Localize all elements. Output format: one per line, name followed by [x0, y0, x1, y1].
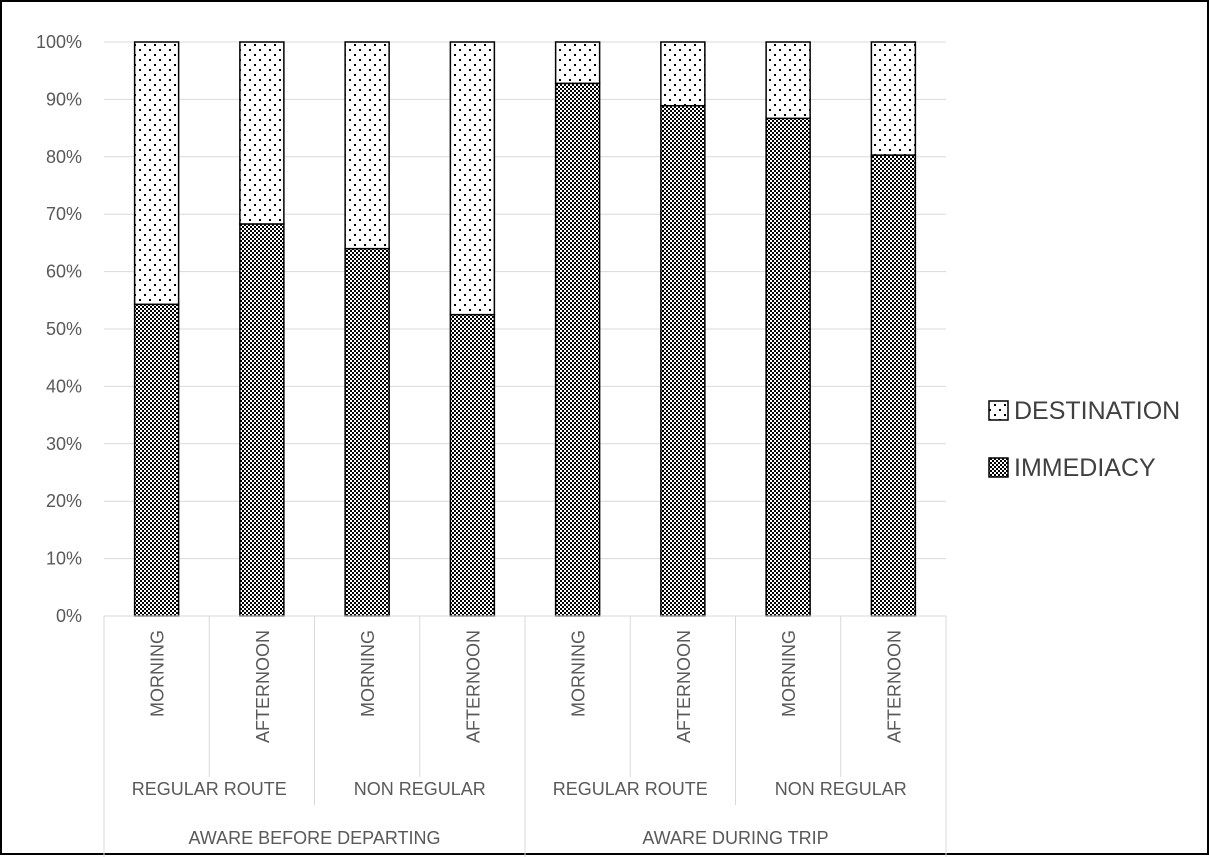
- bar-immediacy: [765, 117, 811, 617]
- group-label: REGULAR ROUTE: [553, 779, 708, 799]
- bar-immediacy: [660, 104, 706, 617]
- y-tick-label: 0%: [56, 606, 82, 626]
- bar-destination: [344, 41, 390, 250]
- bar-destination: [660, 41, 706, 107]
- category-label: MORNING: [779, 630, 799, 717]
- bar-immediacy: [449, 313, 496, 617]
- category-label: MORNING: [569, 630, 589, 717]
- y-axis-tick-labels: 0% 10% 20% 30% 40% 50% 60% 70% 80% 90% 100%: [36, 32, 82, 626]
- category-label: AFTERNOON: [884, 630, 904, 743]
- y-tick-label: 10%: [46, 549, 82, 569]
- y-tick-label: 80%: [46, 147, 82, 167]
- y-tick-label: 70%: [46, 204, 82, 224]
- category-axis: MORNING AFTERNOON MORNING AFTERNOON MORNING A…: [103, 615, 947, 857]
- gridlines: [104, 41, 946, 617]
- y-tick-label: 50%: [46, 319, 82, 339]
- group-label: NON REGULAR: [775, 779, 907, 799]
- bar-immediacy: [133, 303, 180, 617]
- category-label: AFTERNOON: [253, 630, 273, 743]
- bars: [133, 41, 917, 617]
- bar-immediacy: [344, 247, 390, 617]
- y-tick-label: 100%: [36, 32, 82, 52]
- legend-swatch-immediacy: [988, 457, 1009, 478]
- supergroup-label: AWARE DURING TRIP: [642, 828, 828, 848]
- bar-destination: [239, 41, 285, 225]
- group-label: NON REGULAR: [354, 779, 486, 799]
- y-tick-label: 30%: [46, 434, 82, 454]
- bar-destination: [870, 41, 917, 156]
- y-tick-label: 90%: [46, 89, 82, 109]
- category-label: AFTERNOON: [674, 630, 694, 743]
- bar-destination: [449, 41, 496, 316]
- category-label: AFTERNOON: [463, 630, 483, 743]
- category-label: MORNING: [148, 630, 168, 717]
- category-label: MORNING: [358, 630, 378, 717]
- supergroup-label: AWARE BEFORE DEPARTING: [188, 828, 440, 848]
- legend-label-immediacy: IMMEDIACY: [1014, 454, 1156, 482]
- legend-label-destination: DESTINATION: [1014, 397, 1180, 425]
- bar-destination: [765, 41, 811, 120]
- group-label: REGULAR ROUTE: [132, 779, 287, 799]
- bar-destination: [554, 41, 601, 85]
- legend: DESTINATION IMMEDIACY: [988, 397, 1180, 482]
- legend-swatch-destination: [988, 400, 1009, 421]
- bar-immediacy: [554, 82, 601, 617]
- bar-destination: [133, 41, 180, 306]
- bar-immediacy: [870, 154, 917, 617]
- bar-immediacy: [239, 223, 285, 617]
- y-tick-label: 60%: [46, 262, 82, 282]
- y-tick-label: 40%: [46, 376, 82, 396]
- y-tick-label: 20%: [46, 491, 82, 511]
